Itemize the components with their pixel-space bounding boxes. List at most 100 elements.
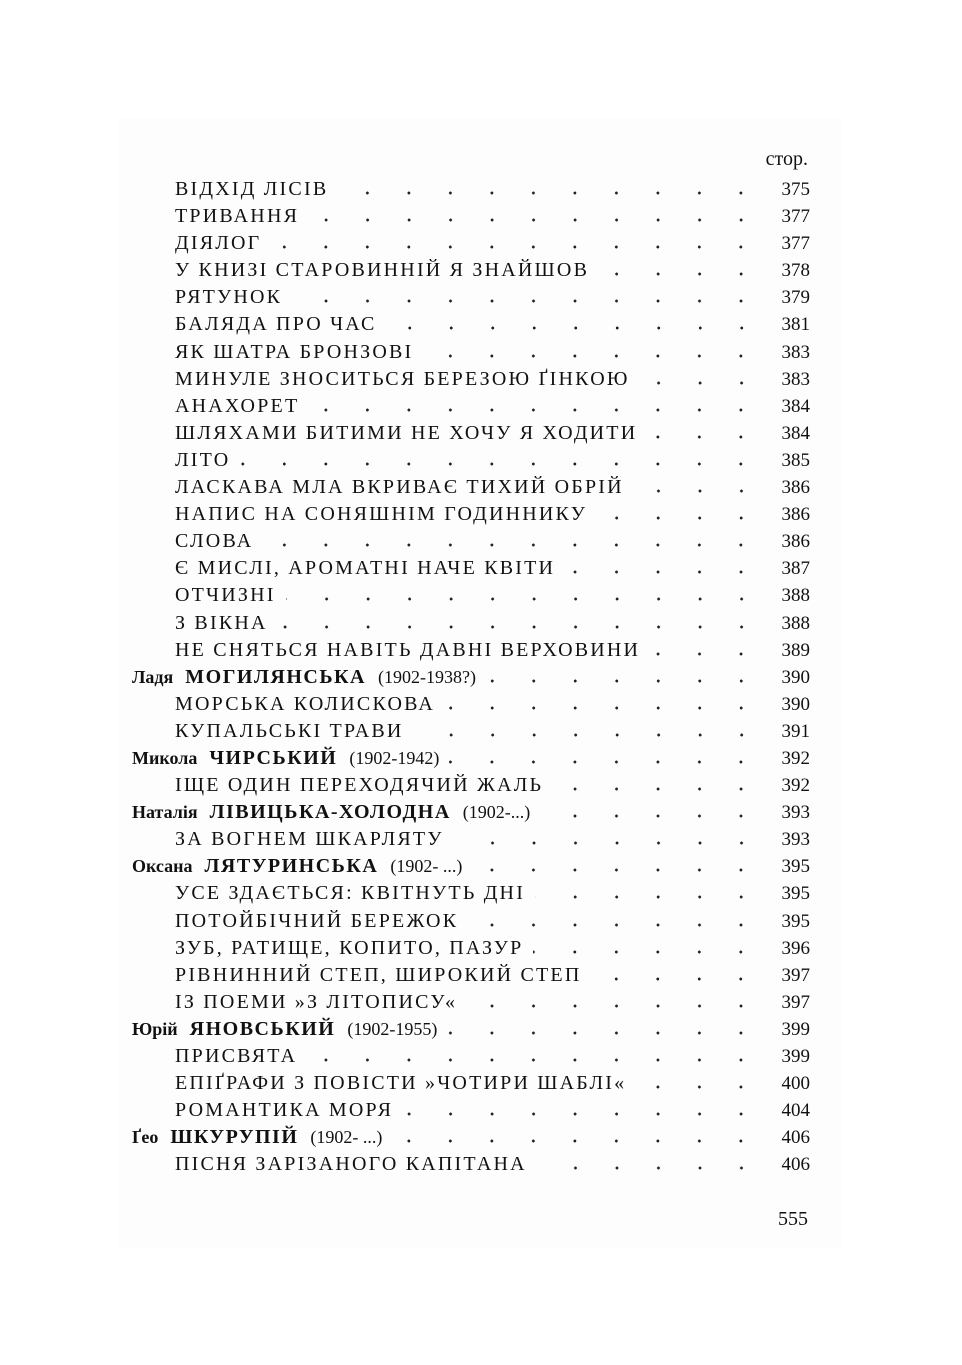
dot-leader <box>392 1139 762 1144</box>
toc-work-entry: ЗА ВОГНЕМ ШКАРЛЯТУ 393 <box>132 828 810 855</box>
work-title: БАЛЯДА ПРО ЧАС <box>175 313 377 336</box>
dot-leader <box>650 651 762 656</box>
page-column-header: стор. <box>765 148 808 170</box>
work-title: ЯК ШАТРА БРОНЗОВІ <box>175 340 414 363</box>
toc-work-entry: З ВІКНА 388 <box>132 612 810 639</box>
toc-work-entry: ТРИВАННЯ 377 <box>132 205 810 232</box>
page-ref: 386 <box>781 531 811 553</box>
toc-work-entry: ІЗ ПОЕМИ »З ЛІТОПИСУ« 397 <box>132 991 810 1018</box>
dot-leader <box>633 489 762 494</box>
page-ref: 388 <box>781 612 811 634</box>
dot-leader <box>468 922 762 927</box>
page-ref: 395 <box>781 910 811 932</box>
toc-work-entry: ПОТОЙБІЧНИЙ БЕРЕЖОК 395 <box>132 910 810 937</box>
page-ref: 404 <box>781 1100 811 1122</box>
author-dates: (1902- ...) <box>310 1127 383 1148</box>
toc-work-entry: БАЛЯДА ПРО ЧАС 381 <box>132 313 810 340</box>
toc-work-entry: СЛОВА 386 <box>132 530 810 557</box>
dot-leader <box>445 705 762 710</box>
toc-author-entry: Юрій ЯНОВСЬКИЙ (1902-1955) 399 <box>132 1018 810 1045</box>
dot-leader <box>277 624 762 629</box>
dot-leader <box>647 434 762 439</box>
author-surname: МОГИЛЯНСЬКА <box>185 665 366 688</box>
toc-work-entry: ЯК ШАТРА БРОНЗОВІ 383 <box>132 341 810 368</box>
toc-work-entry: РОМАНТИКА МОРЯ 404 <box>132 1099 810 1126</box>
toc-work-entry: УСЕ ЗДАЄТЬСЯ: КВІТНУТЬ ДНІ 395 <box>132 882 810 909</box>
author-dates: (1902-1938?) <box>378 666 476 687</box>
author-name: Ладя МОГИЛЯНСЬКА (1902-1938?) <box>132 666 476 689</box>
page-ref: 392 <box>781 775 811 797</box>
dot-leader <box>292 299 762 304</box>
dot-leader <box>485 678 762 683</box>
dot-leader <box>271 245 762 250</box>
page-ref: 384 <box>781 395 811 417</box>
author-surname: ЯНОВСЬКИЙ <box>189 1017 336 1040</box>
author-first-name: Юрій <box>132 1018 178 1039</box>
toc-author-entry: Оксана ЛЯТУРИНСЬКА (1902- ...) 395 <box>132 855 810 882</box>
page-ref: 379 <box>781 287 811 309</box>
page-ref: 392 <box>781 747 811 769</box>
dot-leader <box>309 218 762 223</box>
toc-work-entry: ШЛЯХАМИ БИТИМИ НЕ ХОЧУ Я ХОДИТИ 384 <box>132 422 810 449</box>
work-title: ДІЯЛОГ <box>175 232 262 255</box>
toc-author-entry: Ладя МОГИЛЯНСЬКА (1902-1938?) 390 <box>132 666 810 693</box>
work-title: ТРИВАННЯ <box>175 205 300 228</box>
page-ref: 383 <box>781 368 811 390</box>
page-ref: 378 <box>781 260 811 282</box>
toc-author-entry: Микола ЧИРСЬКИЙ (1902-1942) 392 <box>132 747 810 774</box>
toc-author-entry: Наталія ЛІВИЦЬКА-ХОЛОДНА (1902-...) 393 <box>132 801 810 828</box>
page-ref: 390 <box>781 693 811 715</box>
work-title: ШЛЯХАМИ БИТИМИ НЕ ХОЧУ Я ХОДИТИ <box>175 421 638 444</box>
toc-work-entry: ІЩЕ ОДИН ПЕРЕХОДЯЧИЙ ЖАЛЬ 392 <box>132 774 810 801</box>
page-ref: 388 <box>781 585 811 607</box>
author-dates: (1902-...) <box>462 802 531 823</box>
page-ref: 389 <box>781 639 811 661</box>
page-ref: 397 <box>781 991 811 1013</box>
dot-leader <box>240 461 762 466</box>
dot-leader <box>447 1030 762 1035</box>
work-title: ЗУБ, РАТИЩЕ, КОПИТО, ПАЗУР <box>175 936 524 959</box>
dot-leader <box>423 353 762 358</box>
author-surname: ШКУРУПІЙ <box>170 1126 299 1149</box>
work-title: НАПИС НА СОНЯШНІМ ГОДИННИКУ <box>175 503 588 526</box>
toc-work-entry: ВІДХІД ЛІСІВ 375 <box>132 178 810 205</box>
work-title: З ВІКНА <box>175 611 268 634</box>
toc-work-entry: МОРСЬКА КОЛИСКОВА 390 <box>132 693 810 720</box>
author-first-name: Микола <box>132 747 198 768</box>
page-ref: 383 <box>781 341 811 363</box>
work-title: РЯТУНОК <box>175 286 283 309</box>
author-surname: ЛІВИЦЬКА-ХОЛОДНА <box>209 801 451 824</box>
toc-work-entry: ОТЧИЗНІ 388 <box>132 584 810 611</box>
page-ref: 399 <box>781 1018 811 1040</box>
dot-leader <box>285 597 762 602</box>
author-name: Ґео ШКУРУПІЙ (1902- ...) <box>132 1126 382 1149</box>
page-ref: 395 <box>781 883 811 905</box>
toc-work-entry: НАПИС НА СОНЯШНІМ ГОДИННИКУ 386 <box>132 503 810 530</box>
author-first-name: Ґео <box>132 1127 159 1148</box>
author-name: Юрій ЯНОВСЬКИЙ (1902-1955) <box>132 1018 437 1041</box>
work-title: РІВНИННИЙ СТЕП, ШИРОКИЙ СТЕП <box>175 963 582 986</box>
author-dates: (1902-1955) <box>347 1018 438 1039</box>
dot-leader <box>386 326 762 331</box>
toc-work-entry: ЕПІҐРАФИ З ПОВІСТИ »ЧОТИРИ ШАБЛІ« 400 <box>132 1072 810 1099</box>
author-first-name: Ладя <box>132 666 174 687</box>
work-title: У КНИЗІ СТАРОВИННІЙ Я ЗНАЙШОВ <box>175 259 590 282</box>
page-ref: 397 <box>781 964 811 986</box>
author-name: Микола ЧИРСЬКИЙ (1902-1942) <box>132 747 439 770</box>
page-ref: 393 <box>781 829 811 851</box>
dot-leader <box>597 516 762 521</box>
author-dates: (1902- ...) <box>390 856 463 877</box>
dot-leader <box>309 407 762 412</box>
dot-leader <box>553 787 762 792</box>
author-first-name: Наталія <box>132 802 198 823</box>
toc-work-entry: ЛАСКАВА МЛА ВКРИВАЄ ТИХИЙ ОБРІЙ 386 <box>132 476 810 503</box>
work-title: ПРИСВЯТА <box>175 1045 298 1067</box>
work-title: РОМАНТИКА МОРЯ <box>175 1099 394 1122</box>
page-ref: 384 <box>781 422 811 444</box>
page-ref: 386 <box>781 504 811 526</box>
work-title: МИНУЛЕ ЗНОСИТЬСЯ БЕРЕЗОЮ ҐІНКОЮ <box>175 367 630 390</box>
author-dates: (1902-1942) <box>349 747 440 768</box>
toc-work-entry: РІВНИННИЙ СТЕП, ШИРОКИЙ СТЕП 397 <box>132 964 810 991</box>
work-title: ПОТОЙБІЧНИЙ БЕРЕЖОК <box>175 909 459 932</box>
author-surname: ЛЯТУРИНСЬКА <box>204 855 379 878</box>
